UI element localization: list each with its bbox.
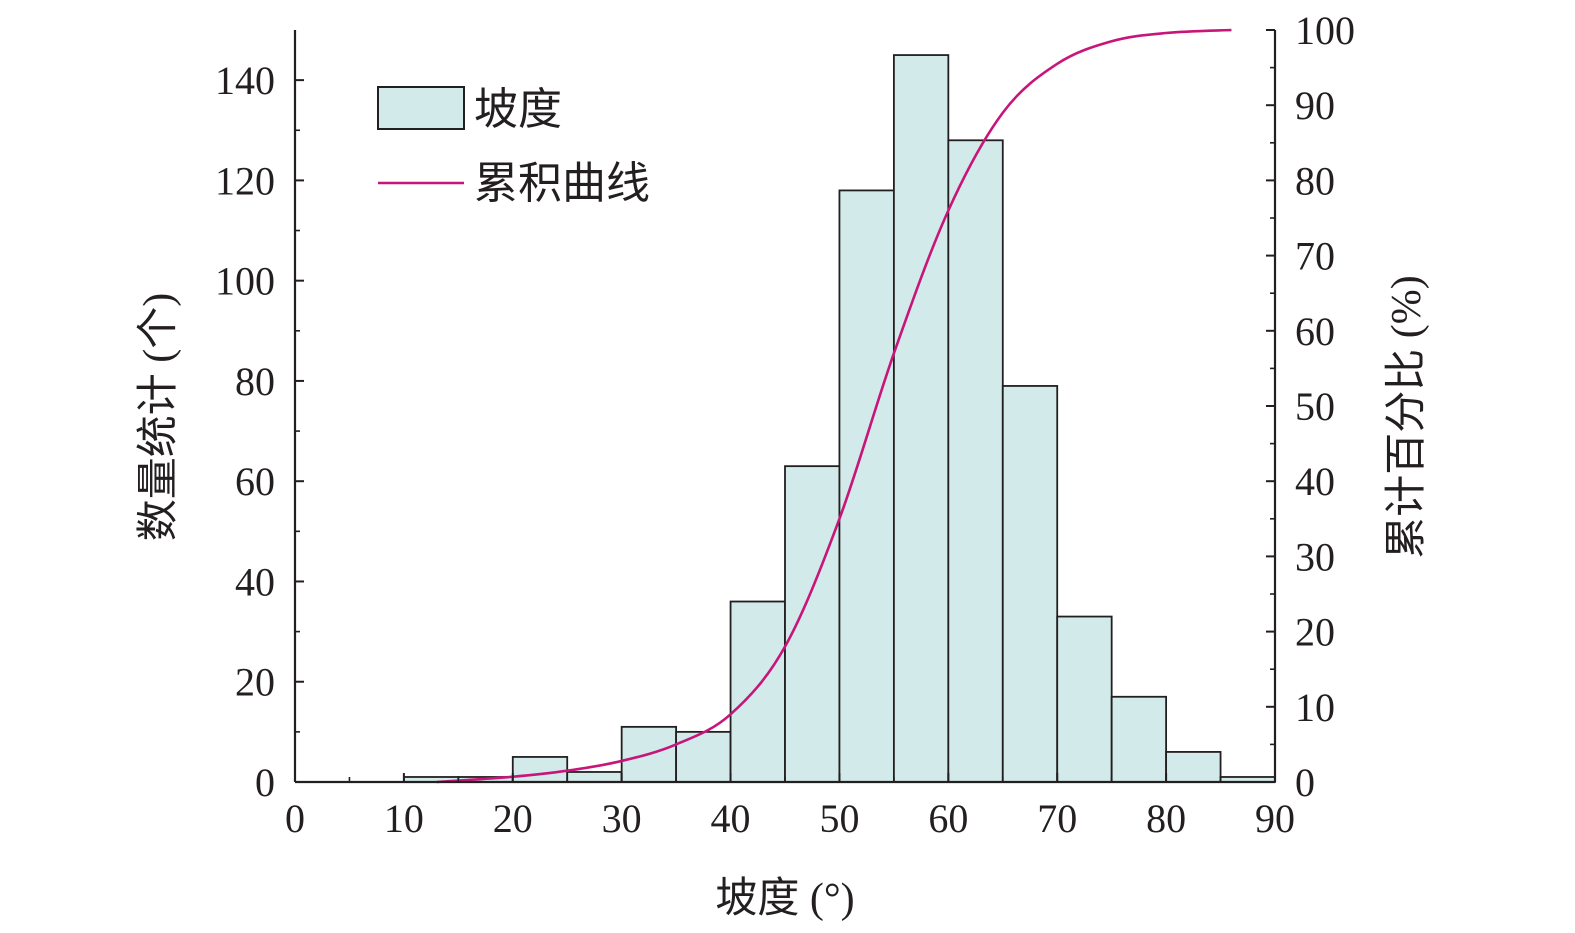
x-tick-label-70: 70 (1037, 796, 1077, 841)
legend-bar-label: 坡度 (474, 85, 562, 134)
histogram-bar-80-85 (1165, 751, 1222, 783)
histogram-bar-60-65 (947, 139, 1004, 783)
y-axis-title-right: 累计百分比 (%) (1384, 275, 1430, 558)
x-tick-label-20: 20 (493, 796, 533, 841)
legend-line-label: 累积曲线 (474, 159, 650, 208)
y-right-tick-label-70: 70 (1295, 234, 1335, 279)
legend-bar-swatch (377, 86, 465, 130)
histogram-bar-45-50 (784, 465, 841, 783)
histogram-bar-35-40 (675, 730, 732, 783)
tick-marks (294, 29, 1276, 783)
histogram-bar-70-75 (1056, 615, 1113, 783)
y-right-tick-label-20: 20 (1295, 610, 1335, 655)
cumulative-curve (436, 28, 1232, 784)
y-right-tick-label-60: 60 (1295, 309, 1335, 354)
x-tick-label-60: 60 (928, 796, 968, 841)
tick-labels: 0 10 20 30 40 50 60 70 80 90020406080100120140010… (215, 8, 1355, 841)
x-tick-label-50: 50 (819, 796, 859, 841)
histogram-bar-55-60 (892, 54, 950, 783)
x-axis-title: 坡度 (°) (715, 876, 854, 922)
histogram-bar-25-30 (566, 771, 623, 783)
y-right-tick-label-80: 80 (1295, 158, 1335, 203)
y-right-tick-label-10: 10 (1295, 685, 1335, 730)
histogram-bar-65-70 (1001, 385, 1059, 783)
histogram-bar-40-45 (729, 600, 786, 783)
x-tick-label-30: 30 (602, 796, 642, 841)
y-right-tick-label-40: 40 (1295, 459, 1335, 504)
x-tick-label-90: 90 (1255, 796, 1295, 841)
y-left-tick-label-20: 20 (235, 660, 275, 705)
y-right-tick-label-50: 50 (1295, 384, 1335, 429)
histogram-bars (402, 54, 1276, 783)
y-right-tick-label-90: 90 (1295, 83, 1335, 128)
x-tick-label-40: 40 (711, 796, 751, 841)
y-left-tick-label-60: 60 (235, 459, 275, 504)
x-tick-label-10: 10 (384, 796, 424, 841)
y-right-tick-label-100: 100 (1295, 8, 1355, 53)
y-left-tick-label-40: 40 (235, 559, 275, 604)
y-left-tick-label-0: 0 (255, 760, 275, 805)
y-right-tick-label-0: 0 (1295, 760, 1315, 805)
y-left-tick-label-140: 140 (215, 58, 275, 103)
y-right-tick-label-30: 30 (1295, 534, 1335, 579)
y-left-tick-label-120: 120 (215, 158, 275, 203)
x-tick-label-0: 0 (285, 796, 305, 841)
y-axis-title-left: 数量统计 (个) (136, 293, 182, 541)
histogram-bar-20-25 (511, 756, 569, 783)
y-left-tick-label-80: 80 (235, 359, 275, 404)
histogram-bar-50-55 (838, 189, 895, 783)
histogram-bar-75-80 (1110, 695, 1168, 783)
legend: 坡度 累积曲线 (377, 85, 650, 208)
y-left-tick-label-100: 100 (215, 259, 275, 304)
x-tick-label-80: 80 (1146, 796, 1186, 841)
